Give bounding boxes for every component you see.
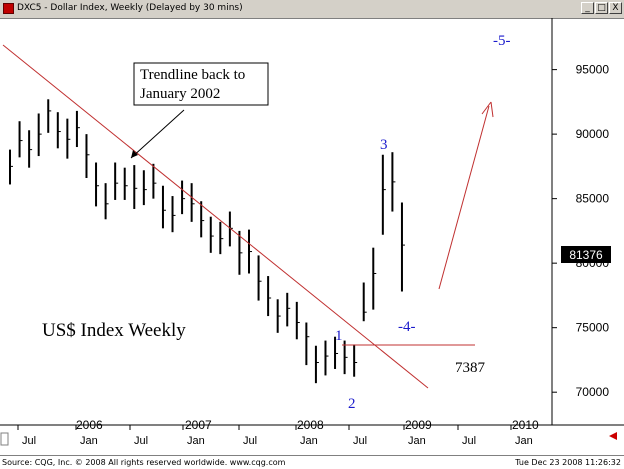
ohlc-bar	[75, 110, 80, 148]
scroll-left-arrow-icon[interactable]	[609, 432, 617, 440]
month-tick-label: Jul	[134, 435, 148, 447]
trendline	[2, 44, 429, 389]
trendline-note-line-2: January 2002	[140, 86, 220, 102]
ohlc-bar	[286, 292, 291, 327]
ohlc-bar	[200, 201, 205, 238]
restore-button[interactable]: □	[595, 2, 608, 14]
ohlc-bar	[28, 130, 33, 168]
ohlc-bar	[133, 165, 138, 209]
ohlc-bar	[334, 336, 339, 369]
ohlc-bar	[314, 345, 319, 384]
ohlc-bar	[276, 299, 281, 333]
price-tick-label: 70000	[576, 385, 610, 399]
month-tick-label: Jul	[353, 435, 367, 447]
wave-3-label: 3	[380, 137, 388, 153]
ohlc-bar	[400, 202, 405, 292]
month-tick-label: Jan	[300, 435, 318, 447]
ohlc-bar	[209, 216, 214, 253]
ohlc-bar	[66, 118, 71, 159]
wave-2-label: 2	[348, 396, 356, 412]
year-tick-label: 2007	[185, 418, 212, 432]
ohlc-bar	[353, 344, 358, 377]
forecast-arrow-line	[438, 105, 490, 290]
timestamp: Tue Dec 23 2008 11:26:32	[515, 458, 621, 467]
year-tick-label: 2008	[297, 418, 324, 432]
year-tick-label: 2006	[76, 418, 103, 432]
ohlc-bar	[238, 230, 243, 275]
title-bar[interactable]: DXC5 - Dollar Index, Weekly (Delayed by …	[0, 0, 624, 19]
ohlc-bar	[267, 276, 272, 317]
ohlc-bar	[248, 229, 252, 274]
trendline-note-line-1: Trendline back to	[140, 67, 245, 83]
ohlc-bar	[362, 282, 367, 322]
ohlc-bar	[219, 221, 224, 255]
ohlc-bar	[37, 113, 42, 157]
time-axis-labels: Jul Jan Jul Jan Jul Jan Jul Jan Jul Jan 2006 2007 20…	[17, 418, 539, 447]
ohlc-bar	[181, 180, 186, 215]
wave-1-label: 1	[335, 328, 343, 344]
ohlc-bar	[18, 121, 23, 158]
ohlc-bar	[9, 149, 13, 185]
price-tick-label: 90000	[576, 127, 610, 141]
price-tick-label: 85000	[576, 192, 610, 206]
ohlc-bar	[343, 340, 348, 375]
wave-5-label: -5-	[493, 33, 511, 49]
ohlc-bar	[295, 301, 300, 340]
scroll-handle[interactable]	[0, 432, 9, 446]
ohlc-bar	[161, 185, 166, 229]
ohlc-bar	[95, 162, 100, 207]
callout-arrow-line	[130, 109, 185, 159]
price-chart: Trendline back to January 2002 US$ Index…	[0, 18, 624, 447]
last-price-box	[561, 246, 611, 263]
month-tick-label: Jul	[243, 435, 257, 447]
ohlc-bar	[152, 163, 157, 199]
month-tick-label: Jan	[187, 435, 205, 447]
month-tick-label: Jul	[462, 435, 476, 447]
ohlc-bar	[85, 134, 90, 178]
app-icon	[3, 3, 14, 14]
year-tick-label: 2009	[405, 418, 432, 432]
window-title: DXC5 - Dollar Index, Weekly (Delayed by …	[17, 3, 243, 13]
month-tick-label: Jan	[80, 435, 98, 447]
month-tick-label: Jan	[408, 435, 426, 447]
last-price-value: 81376	[569, 248, 603, 262]
price-tick-label: 75000	[576, 321, 610, 335]
ohlc-bar	[372, 247, 377, 310]
minimize-button[interactable]: _	[581, 2, 594, 14]
ohlc-bar	[47, 99, 52, 133]
ohlc-bar	[123, 167, 128, 200]
ohlc-bar	[190, 183, 195, 222]
ohlc-bars	[9, 99, 405, 384]
forecast-arrow-head	[481, 101, 494, 118]
ohlc-bar	[56, 112, 61, 149]
callout-arrow-head	[131, 150, 138, 158]
ohlc-bar	[257, 255, 262, 301]
chart-label: US$ Index Weekly	[42, 320, 186, 341]
wave-4-label: -4-	[398, 319, 416, 335]
copyright-text: Source: CQG, Inc. © 2008 All rights rese…	[2, 458, 286, 467]
ohlc-bar	[391, 152, 396, 212]
ohlc-bar	[305, 322, 310, 366]
ohlc-bar	[104, 183, 109, 220]
month-tick-label: Jan	[515, 435, 533, 447]
year-tick-label: 2010	[512, 418, 539, 432]
ohlc-bar	[142, 170, 147, 206]
month-tick-label: Jul	[22, 435, 36, 447]
ohlc-bar	[171, 196, 176, 233]
close-button[interactable]: X	[609, 2, 622, 14]
price-tick-label: 95000	[576, 63, 610, 77]
trendline-callout-box	[133, 62, 269, 106]
status-bar: Source: CQG, Inc. © 2008 All rights rese…	[0, 455, 624, 469]
ohlc-bar	[324, 340, 329, 376]
support-value-label: 7387	[455, 360, 486, 376]
ohlc-bar	[381, 154, 386, 235]
ohlc-bar	[114, 162, 119, 200]
